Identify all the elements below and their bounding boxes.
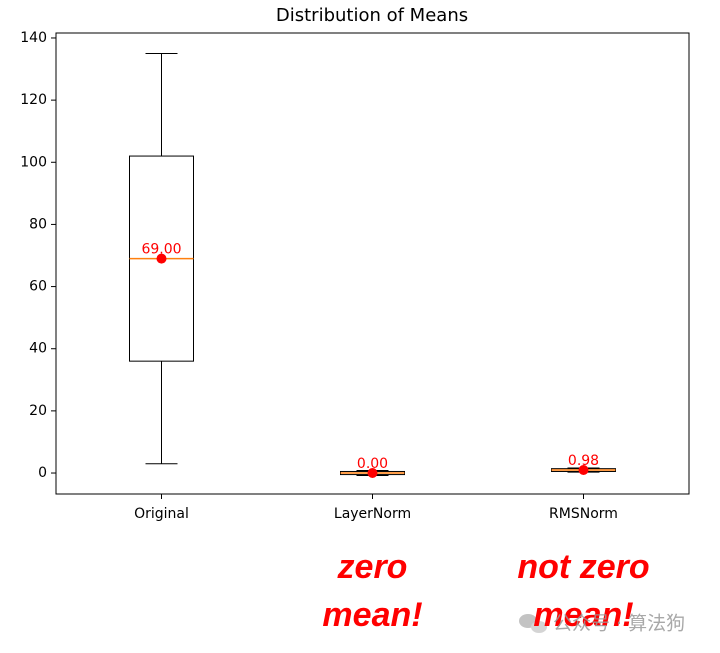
annotation: zero (337, 548, 408, 586)
mean-point (367, 468, 378, 479)
y-tick-label: 140 (20, 30, 47, 46)
y-tick-label: 80 (29, 216, 47, 232)
chart-title: Distribution of Means (276, 5, 468, 26)
annotation: not zero (517, 548, 649, 586)
y-tick-label: 120 (20, 92, 47, 108)
mean-point (156, 253, 167, 264)
mean-label: 69.00 (141, 242, 181, 258)
x-tick-label: LayerNorm (334, 506, 411, 522)
y-tick-label: 60 (29, 279, 47, 295)
x-tick-label: Original (134, 506, 189, 522)
y-tick-label: 20 (29, 403, 47, 419)
watermark: 公众号 · 算法狗 (553, 613, 685, 635)
mean-label: 0.00 (357, 456, 388, 472)
watermark-icon (519, 614, 547, 633)
y-tick-label: 0 (38, 465, 47, 481)
annotation: mean! (533, 596, 633, 634)
x-tick-label: RMSNorm (549, 506, 618, 522)
annotation: mean! (322, 596, 422, 634)
plot-frame (55, 32, 690, 495)
y-tick-label: 100 (20, 154, 47, 170)
y-tick-label: 40 (29, 341, 47, 357)
mean-label: 0.98 (568, 453, 599, 469)
mean-point (578, 464, 589, 475)
